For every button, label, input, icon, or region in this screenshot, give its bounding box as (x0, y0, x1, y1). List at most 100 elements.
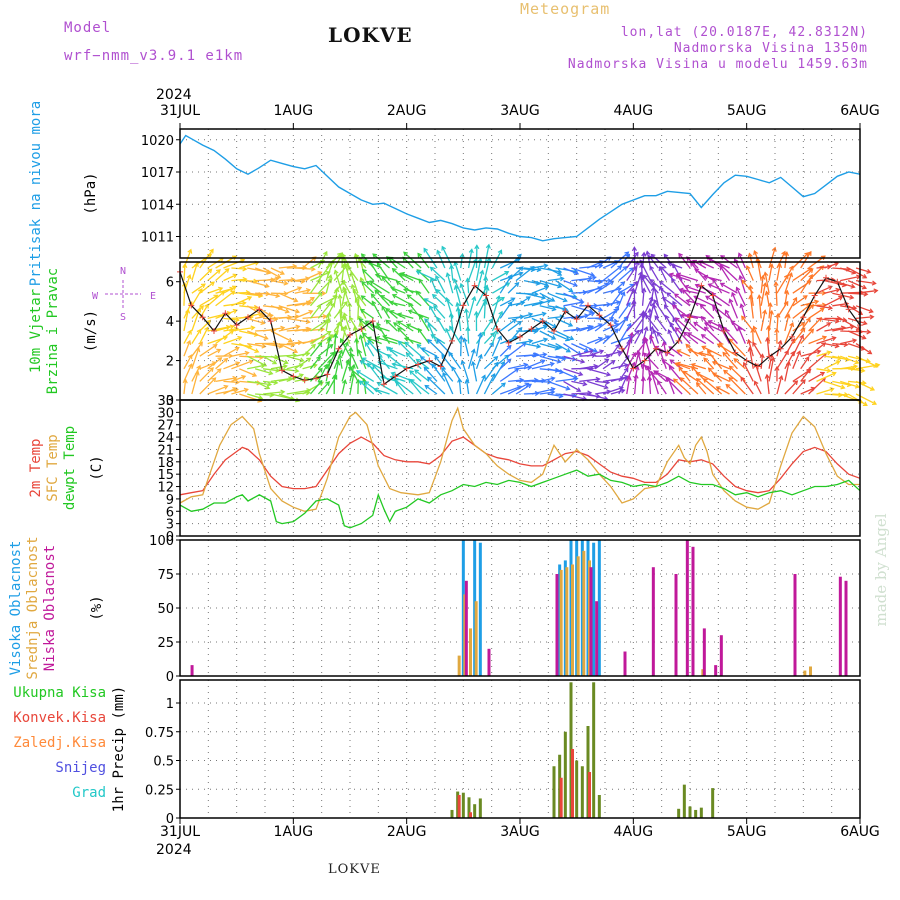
wind-arrow (507, 253, 522, 269)
wind-arrow (294, 352, 310, 357)
wind-arrow-head (695, 372, 701, 377)
wind-arrow-head (357, 349, 363, 355)
wind-arrow (246, 330, 268, 340)
wind-arrow-head (209, 248, 214, 254)
wind-arrow (286, 355, 304, 362)
wind-arrow (483, 373, 496, 395)
wind-arrow (465, 379, 470, 395)
wind-arrow (571, 343, 589, 352)
wind-arrow-head (705, 295, 711, 301)
wind-arrow (262, 277, 279, 282)
altitude-text: Nadmorska Visina 1350m (673, 41, 868, 56)
wind-arrow-head (869, 314, 875, 320)
wind-arrow (792, 335, 804, 357)
wind-arrow-head (455, 301, 461, 307)
wind-arrow-head (762, 309, 768, 315)
wind-arrow-head (831, 371, 837, 377)
wind-arrow (247, 279, 269, 288)
wind-arrow-head (463, 308, 470, 314)
wind-arrow-head (724, 309, 730, 315)
wind-arrow (832, 302, 849, 307)
wind-arrow (618, 302, 631, 319)
wind-arrow-head (361, 280, 366, 286)
wind-arrow (454, 261, 462, 281)
wind-arrow-head (730, 320, 736, 326)
wind-arrow-head (551, 335, 557, 340)
wind-arrow (747, 339, 754, 357)
wind-arrow (678, 253, 691, 269)
wind-speed-marker (313, 375, 319, 382)
wind-arrow-head (218, 286, 224, 292)
wind-arrow-head (374, 272, 380, 278)
wind-arrow (563, 267, 579, 275)
wind-arrow-head (613, 328, 619, 334)
wind-arrow-head (631, 299, 637, 305)
model-name: wrf−nmm_v3.9.1 e1km (64, 48, 244, 64)
wind-arrow (657, 332, 667, 345)
wind-arrow (239, 368, 257, 377)
wind-arrow-head (680, 313, 686, 319)
y-tick-label: 2 (166, 355, 174, 370)
wind-arrow-head (354, 337, 360, 343)
wind-arrow-head (366, 336, 372, 342)
wind-arrow (722, 352, 738, 370)
wind-arrow-head (436, 338, 442, 344)
wind-arrow (191, 283, 206, 294)
wind-arrow (278, 325, 300, 332)
wind-arrow-head (579, 300, 585, 306)
wind-arrow (653, 299, 667, 319)
wind-arrow-head (643, 326, 649, 332)
wind-arrow-head (557, 271, 563, 276)
wind-arrow (491, 295, 500, 319)
wind-arrow-head (297, 286, 303, 292)
wind-arrow-head (789, 265, 794, 271)
wind-arrow (270, 342, 295, 346)
wind-arrow (491, 249, 502, 269)
wind-arrow (792, 368, 811, 382)
y-tick-label: 33 (157, 394, 174, 409)
precip-legend-item: Grad (72, 785, 106, 801)
wind-arrow-head (661, 340, 667, 347)
wind-arrow-head (765, 324, 772, 330)
wind-arrow (310, 271, 331, 282)
wind-arrow-head (298, 363, 304, 369)
wind-arrow (310, 331, 331, 345)
wind-arrow (310, 320, 328, 332)
y-tick-label: 24 (157, 431, 174, 446)
wind-arrow-head (393, 378, 399, 384)
wind-arrow-head (364, 381, 370, 386)
wind-arrow-head (376, 262, 382, 268)
wind-arrow (191, 308, 201, 332)
wind-arrow (649, 326, 653, 344)
wind-speed-marker (233, 322, 240, 329)
wind-arrow (278, 278, 295, 282)
wind-arrow-head (767, 302, 773, 308)
wind-arrow-head (675, 272, 682, 278)
wind-arrow-head (634, 251, 639, 257)
wind-arrow-head (679, 377, 685, 382)
wind-arrow-head (835, 287, 841, 293)
wind-speed-marker (199, 314, 206, 321)
wind-arrow (441, 354, 454, 370)
wind-arrow (531, 264, 548, 269)
wind-arrow-head (703, 322, 709, 327)
wind-arrow-head (829, 387, 835, 393)
wind-arrow (728, 377, 746, 395)
wind-arrow (374, 388, 390, 395)
wind-arrow-head (645, 250, 651, 256)
wind-arrow (712, 361, 730, 370)
wind-arrow-head (775, 312, 781, 318)
wind-speed-marker (381, 381, 387, 388)
wind-arrow (342, 287, 351, 307)
wind-arrow (507, 266, 524, 282)
wind-speed-marker (290, 373, 297, 380)
wind-arrow (733, 358, 746, 370)
wind-arrow (499, 297, 515, 307)
wind-arrow-head (641, 287, 647, 293)
wind-arrow (816, 388, 834, 395)
wind-arrow (436, 289, 454, 307)
high-bar (478, 542, 482, 676)
wind-arrow (417, 328, 430, 344)
wind-arrow-head (342, 288, 348, 294)
wind-arrow-head (206, 319, 212, 325)
